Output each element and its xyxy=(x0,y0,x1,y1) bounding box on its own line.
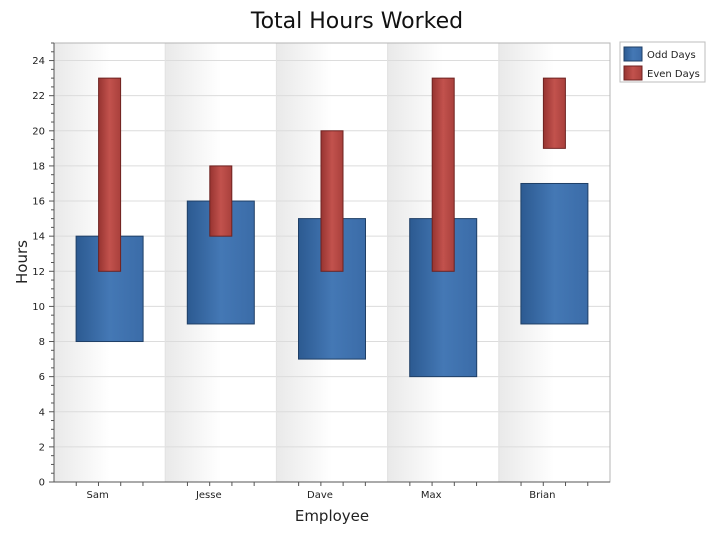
x-tick-label: Brian xyxy=(529,490,555,501)
x-tick-label: Max xyxy=(421,490,442,501)
x-axis-ticks: Sam Jesse Dave Max Brian xyxy=(75,482,589,501)
legend-label: Even Days xyxy=(647,69,700,80)
y-tick-label: 10 xyxy=(32,302,45,313)
even-days-bar-jesse xyxy=(209,165,233,237)
y-tick-label: 20 xyxy=(32,126,45,137)
y-tick-label: 24 xyxy=(32,56,45,67)
y-tick-label: 16 xyxy=(32,197,45,208)
y-tick-label: 8 xyxy=(39,337,45,348)
legend: Odd Days Even Days xyxy=(619,41,706,83)
bars xyxy=(75,77,589,378)
even-days-bar-sam xyxy=(98,77,122,272)
y-tick-label: 12 xyxy=(32,267,45,278)
chart-title: Total Hours Worked xyxy=(250,9,463,34)
y-tick-label: 2 xyxy=(39,442,45,453)
y-tick-label: 14 xyxy=(32,232,45,243)
y-tick-label: 0 xyxy=(39,478,45,489)
x-axis-title: Employee xyxy=(295,507,369,525)
y-tick-label: 4 xyxy=(39,407,45,418)
y-axis-title: Hours xyxy=(13,240,31,284)
odd-days-bar-brian xyxy=(520,182,589,325)
legend-label: Odd Days xyxy=(647,50,696,61)
legend-swatch xyxy=(623,46,643,62)
x-tick-label: Jesse xyxy=(195,490,222,501)
x-tick-label: Dave xyxy=(307,490,333,501)
even-days-bar-brian xyxy=(542,77,566,149)
even-days-bar-max xyxy=(431,77,455,272)
y-tick-label: 6 xyxy=(39,372,45,383)
x-tick-label: Sam xyxy=(86,490,108,501)
legend-swatch xyxy=(623,65,643,81)
y-tick-label: 22 xyxy=(32,91,45,102)
y-tick-label: 18 xyxy=(32,161,45,172)
even-days-bar-dave xyxy=(320,130,344,272)
